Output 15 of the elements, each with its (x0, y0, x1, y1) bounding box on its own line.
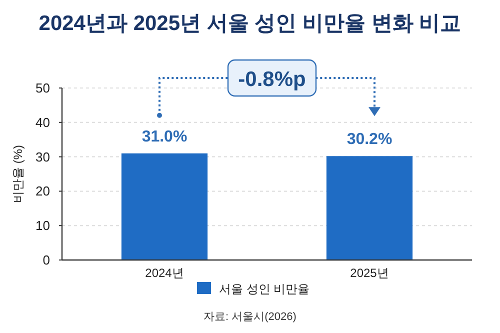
y-axis-title: 비만율 (%) (11, 145, 25, 203)
data-label: 31.0% (142, 128, 188, 146)
y-tick-label: 20 (36, 184, 50, 199)
y-tick-label: 0 (42, 252, 50, 268)
x-tick-label: 2024년 (145, 266, 184, 280)
data-label: 30.2% (346, 131, 392, 148)
title: 2024년과 2025년 서울 성인 비만율 변화 비교 (38, 12, 462, 35)
y-tick-label: 30 (36, 149, 50, 164)
annotation: -0.8%p (238, 68, 306, 91)
y-tick-label: 10 (36, 218, 50, 234)
y-tick-label: 50 (36, 80, 50, 96)
text: 자료: 서울시(2026) (204, 311, 296, 323)
x-tick-label: 2025년 (350, 266, 389, 280)
y-tick-label: 40 (36, 114, 50, 130)
legend-label: 서울 성인 비만율 (219, 282, 310, 296)
